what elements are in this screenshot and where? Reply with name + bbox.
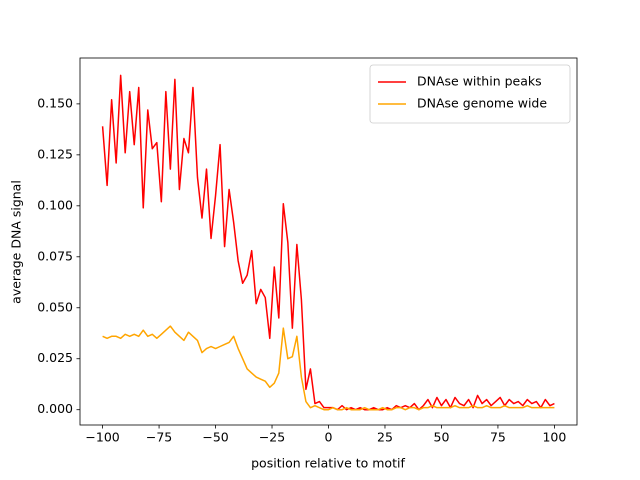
y-tick-label: 0.150	[37, 95, 73, 110]
x-tick-label: −100	[85, 430, 119, 445]
x-tick-label: −50	[202, 430, 228, 445]
legend-label: DNAse genome wide	[417, 96, 547, 111]
x-tick-label: −25	[259, 430, 285, 445]
x-axis-label: position relative to motif	[251, 456, 405, 471]
axes-frame	[79, 57, 578, 426]
x-tick-label: 75	[490, 430, 506, 445]
y-tick-label: 0.000	[37, 401, 73, 416]
x-tick-label: −75	[146, 430, 172, 445]
x-tick-label: 50	[434, 430, 450, 445]
x-tick-label: 25	[377, 430, 393, 445]
data-line	[101, 74, 555, 411]
y-axis-label: average DNA signal	[9, 180, 24, 304]
y-tick-label: 0.100	[37, 197, 73, 212]
legend-box	[369, 64, 571, 124]
data-line	[102, 325, 555, 411]
y-tick-label: 0.050	[37, 299, 73, 314]
y-tick-label: 0.125	[37, 146, 73, 161]
y-tick-label: 0.075	[37, 248, 73, 263]
legend-label: DNAse within peaks	[417, 74, 542, 89]
x-tick-label: 0	[325, 430, 333, 445]
y-tick-label: 0.025	[37, 350, 73, 365]
x-tick-label: 100	[542, 430, 566, 445]
